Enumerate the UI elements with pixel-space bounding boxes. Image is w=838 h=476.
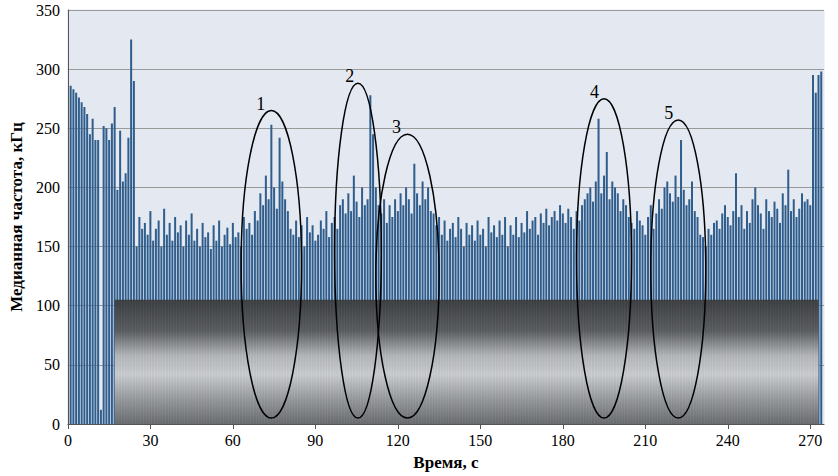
svg-text:2: 2 xyxy=(345,66,354,86)
svg-text:Время, с: Время, с xyxy=(413,453,479,472)
svg-text:30: 30 xyxy=(142,432,158,449)
svg-text:200: 200 xyxy=(36,179,60,196)
svg-text:0: 0 xyxy=(64,432,72,449)
svg-text:1: 1 xyxy=(256,94,265,114)
svg-text:50: 50 xyxy=(44,356,60,373)
svg-text:150: 150 xyxy=(468,432,492,449)
svg-text:3: 3 xyxy=(392,117,401,137)
svg-text:300: 300 xyxy=(36,61,60,78)
svg-text:60: 60 xyxy=(225,432,241,449)
svg-text:210: 210 xyxy=(633,432,657,449)
svg-text:350: 350 xyxy=(36,2,60,19)
svg-text:4: 4 xyxy=(590,82,599,102)
svg-text:120: 120 xyxy=(386,432,410,449)
svg-text:90: 90 xyxy=(307,432,323,449)
svg-text:Медианная частота, кГц: Медианная частота, кГц xyxy=(7,122,26,312)
svg-text:100: 100 xyxy=(36,297,60,314)
svg-text:5: 5 xyxy=(664,103,673,123)
svg-text:0: 0 xyxy=(52,416,60,433)
svg-text:250: 250 xyxy=(36,120,60,137)
svg-text:240: 240 xyxy=(716,432,740,449)
svg-text:180: 180 xyxy=(551,432,575,449)
svg-text:270: 270 xyxy=(798,432,822,449)
svg-text:150: 150 xyxy=(36,238,60,255)
